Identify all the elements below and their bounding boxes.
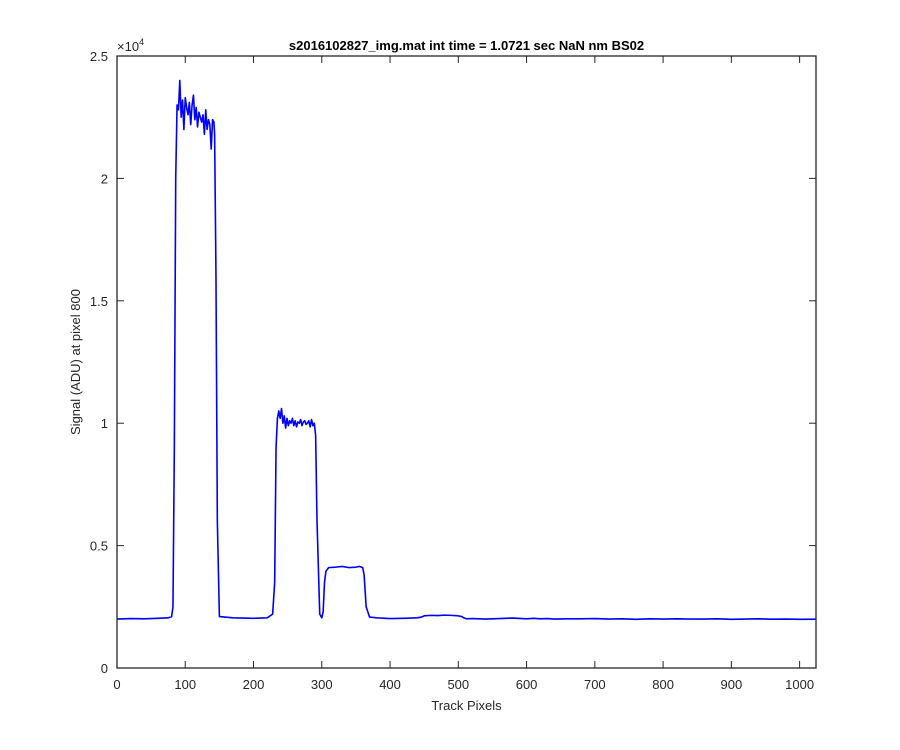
x-tick-label: 500 [447, 677, 469, 692]
x-tick-label: 900 [721, 677, 743, 692]
y-tick-label: 1 [101, 416, 108, 431]
y-tick-label: 2 [101, 171, 108, 186]
chart-title: s2016102827_img.mat int time = 1.0721 se… [289, 38, 644, 53]
x-tick-label: 200 [243, 677, 265, 692]
axes-box [116, 55, 817, 669]
x-axis-label: Track Pixels [431, 698, 502, 713]
axes-layer: 0 100 200 300 400 500 600 700 800 900 1000 0 0.5 1 1.5… [90, 49, 817, 692]
y-exponent-power: 4 [139, 37, 144, 47]
y-tick-label: 0.5 [90, 539, 108, 554]
x-tick-label: 400 [379, 677, 401, 692]
x-tick-label: 100 [174, 677, 196, 692]
x-tick-label: 1000 [785, 677, 814, 692]
y-tick-label: 1.5 [90, 294, 108, 309]
series-line-0 [116, 79, 817, 621]
y-tick-label: 2.5 [90, 49, 108, 64]
x-tick-label: 700 [584, 677, 606, 692]
x-tick-label: 800 [652, 677, 674, 692]
y-tick-label: 0 [101, 661, 108, 676]
x-tick-label: 300 [311, 677, 333, 692]
series-layer [116, 79, 817, 621]
plot-area [117, 56, 816, 668]
y-exponent-multiplier: ×104 [117, 37, 144, 54]
y-axis-label: Signal (ADU) at pixel 800 [68, 289, 83, 435]
y-exponent-base: ×10 [117, 39, 139, 54]
x-tick-label: 600 [516, 677, 538, 692]
x-tick-label: 0 [113, 677, 120, 692]
